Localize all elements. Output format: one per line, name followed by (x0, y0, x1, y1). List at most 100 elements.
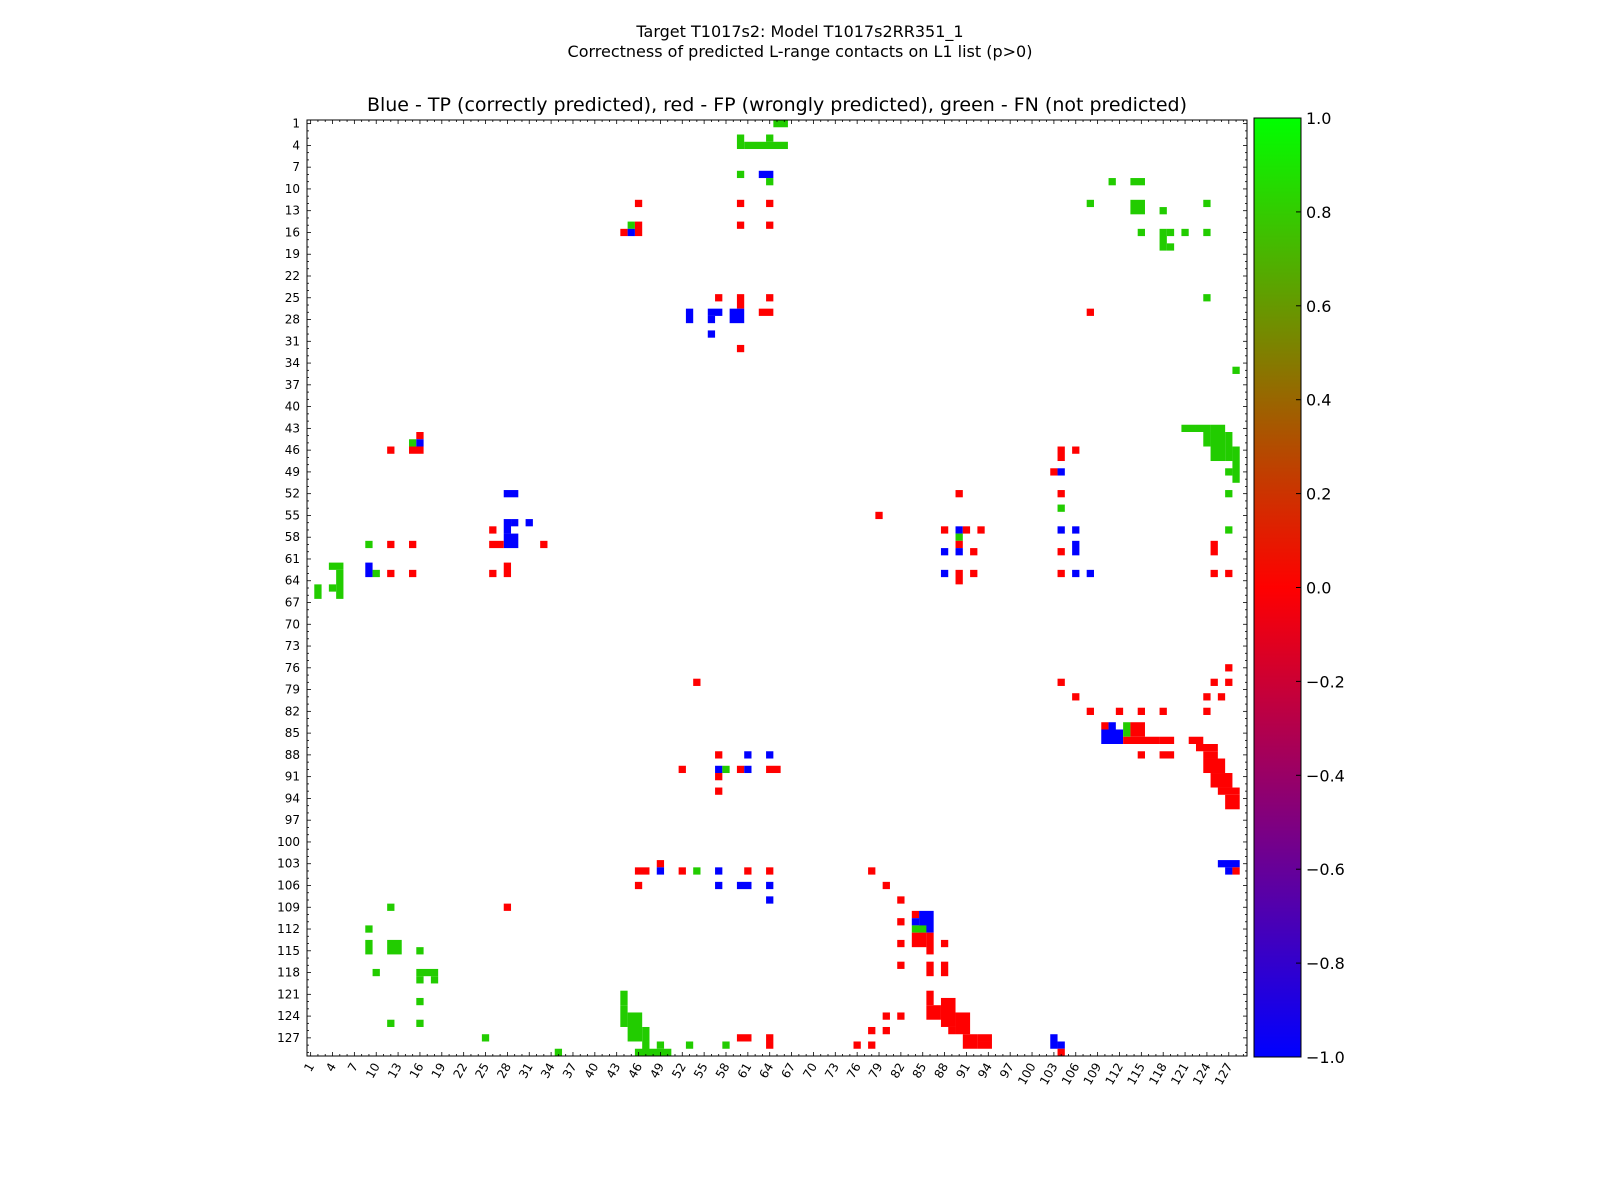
y-tick-label: 103 (277, 857, 300, 871)
contact-cell-fn (365, 925, 373, 933)
contact-cell-fp (540, 540, 548, 549)
y-tick-label: 97 (285, 813, 300, 827)
y-tick-label: 58 (285, 530, 300, 544)
y-tick-label: 124 (277, 1009, 300, 1023)
contact-cell-tp (758, 170, 774, 179)
contact-cell-fn (416, 1019, 424, 1027)
contact-cell-fn (387, 1019, 395, 1027)
x-tick-label: 121 (1168, 1061, 1192, 1088)
x-tick-label: 76 (844, 1061, 864, 1081)
contact-cell-fp (955, 540, 963, 549)
y-tick-label: 46 (285, 443, 300, 457)
y-tick-label: 1 (292, 117, 300, 131)
contact-cell-tp (715, 765, 723, 774)
contact-cell-tp (1217, 860, 1240, 868)
x-tick-label: 22 (451, 1061, 471, 1081)
contact-cell-fp (940, 961, 949, 977)
y-tick-label: 13 (285, 204, 300, 218)
y-tick-label: 67 (285, 596, 300, 610)
x-tick-label: 58 (713, 1061, 733, 1081)
contact-cell-fn (1159, 228, 1167, 251)
contact-cell-fp (503, 903, 512, 911)
x-tick-label: 13 (385, 1061, 405, 1081)
contact-cell-fp (656, 860, 665, 868)
y-tick-label: 112 (277, 922, 300, 936)
contact-cell-fn (911, 925, 927, 933)
contact-cell-fn (1123, 722, 1131, 737)
x-tick-label: 19 (429, 1060, 449, 1080)
contact-cell-fn (627, 221, 635, 229)
contact-cell-fp (1057, 1048, 1065, 1056)
contact-cell-fn (722, 765, 730, 774)
contact-cell-fp (926, 1005, 941, 1020)
colorbar-tick-label: 0.2 (1306, 485, 1331, 504)
contact-cell-fn (693, 867, 701, 875)
y-tick-label: 7 (292, 160, 300, 174)
contact-cell-fp (1050, 468, 1058, 476)
y-tick-label: 4 (292, 138, 300, 152)
contact-cell-tp (627, 228, 635, 237)
contact-cell-fp (1225, 678, 1233, 686)
contact-cell-fn (642, 1026, 650, 1042)
contact-cell-fp (1225, 664, 1233, 672)
x-tick-label: 31 (516, 1060, 536, 1080)
contact-cell-tp (1072, 569, 1080, 578)
contact-cell-fp (387, 446, 395, 454)
contact-cell-fp (736, 1034, 752, 1042)
y-tick-label: 91 (285, 770, 300, 784)
x-tick-label: 64 (757, 1060, 777, 1080)
contact-cell-fp (875, 511, 883, 520)
contact-cell-fp (868, 1041, 876, 1049)
y-tick-label: 49 (285, 465, 300, 479)
y-tick-label: 121 (277, 987, 300, 1001)
contact-cell-fp (970, 569, 978, 578)
contact-cell-tp (1101, 729, 1124, 744)
contact-cell-fp (926, 990, 934, 1006)
y-tick-label: 25 (285, 291, 300, 305)
contact-cell-fn (766, 134, 774, 142)
contact-cell-fn (1195, 424, 1211, 432)
contact-cell-fp (955, 569, 963, 585)
contact-cell-fp (489, 540, 504, 549)
x-tick-label: 85 (910, 1060, 930, 1080)
contact-cell-tp (365, 562, 373, 578)
contact-cell-fn (328, 584, 337, 592)
contact-cell-fp (766, 221, 774, 229)
contact-cell-fp (1057, 548, 1065, 556)
contact-cell-fp (977, 1041, 992, 1049)
contact-cell-fn (1130, 199, 1145, 215)
contact-cell-tp (1086, 569, 1094, 578)
contact-cell-tp (940, 548, 949, 556)
contact-cell-fn (1210, 424, 1226, 462)
x-tick-label: 37 (560, 1061, 580, 1081)
contact-cell-fn (1225, 526, 1233, 534)
contact-cell-tp (911, 918, 920, 926)
colorbar-tick-label: 0.4 (1306, 391, 1331, 410)
y-tick-label: 79 (285, 683, 300, 697)
contact-cell-fn (372, 968, 380, 977)
contact-cell-fn (416, 947, 424, 955)
y-tick-label: 55 (285, 508, 300, 522)
contact-cell-fp (1225, 794, 1240, 810)
contact-cell-fn (620, 1005, 628, 1027)
x-tick-label: 67 (778, 1061, 798, 1081)
contact-cell-fp (926, 932, 934, 955)
contact-cell-fp (977, 526, 985, 534)
contact-cell-fp (868, 1026, 876, 1035)
contact-cell-fp (1203, 758, 1226, 774)
contact-cell-tp (940, 569, 949, 578)
x-tick-label: 40 (582, 1060, 602, 1080)
contact-cell-fp (948, 1026, 956, 1035)
contact-cell-fn (336, 569, 344, 599)
contact-cell-fp (736, 765, 745, 774)
x-tick-label: 7 (345, 1061, 361, 1075)
x-tick-label: 109 (1081, 1060, 1105, 1087)
contact-cell-fp (715, 294, 723, 302)
figure-title-line-2: Correctness of predicted L-range contact… (567, 42, 1033, 61)
contact-cell-fn (955, 533, 963, 541)
contact-cell-tp (511, 519, 519, 527)
contact-cell-tp (1050, 1034, 1058, 1049)
contact-cell-fp (409, 540, 417, 549)
contact-cell-fp (1232, 867, 1240, 875)
